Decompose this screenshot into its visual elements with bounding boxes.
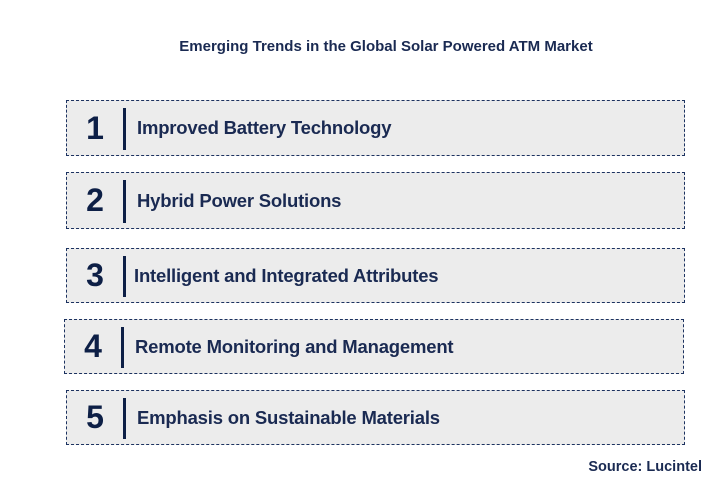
- trend-number: 2: [86, 182, 104, 218]
- trend-label: Remote Monitoring and Management: [135, 335, 454, 357]
- trend-item-2: 2 Hybrid Power Solutions: [66, 172, 685, 229]
- trend-divider: [121, 327, 124, 368]
- trend-item-4: 4 Remote Monitoring and Management: [64, 319, 684, 374]
- diagram-title: Emerging Trends in the Global Solar Powe…: [179, 38, 593, 55]
- trend-item-1: 1 Improved Battery Technology: [66, 100, 685, 156]
- trend-number: 4: [84, 328, 102, 364]
- trend-label: Emphasis on Sustainable Materials: [137, 406, 440, 428]
- trend-divider: [123, 398, 126, 439]
- trend-divider: [123, 108, 126, 150]
- trend-number: 5: [86, 399, 104, 435]
- trend-divider: [123, 256, 126, 297]
- trend-number: 1: [86, 109, 104, 146]
- trend-item-5: 5 Emphasis on Sustainable Materials: [66, 390, 685, 445]
- trend-label: Intelligent and Integrated Attributes: [134, 264, 439, 286]
- trend-divider: [123, 180, 126, 223]
- trend-label: Improved Battery Technology: [137, 117, 392, 138]
- source-note: Source: Lucintel: [588, 459, 702, 475]
- trend-number: 3: [86, 257, 104, 293]
- trend-label: Hybrid Power Solutions: [137, 189, 342, 211]
- trend-item-3: 3 Intelligent and Integrated Attributes: [66, 248, 685, 303]
